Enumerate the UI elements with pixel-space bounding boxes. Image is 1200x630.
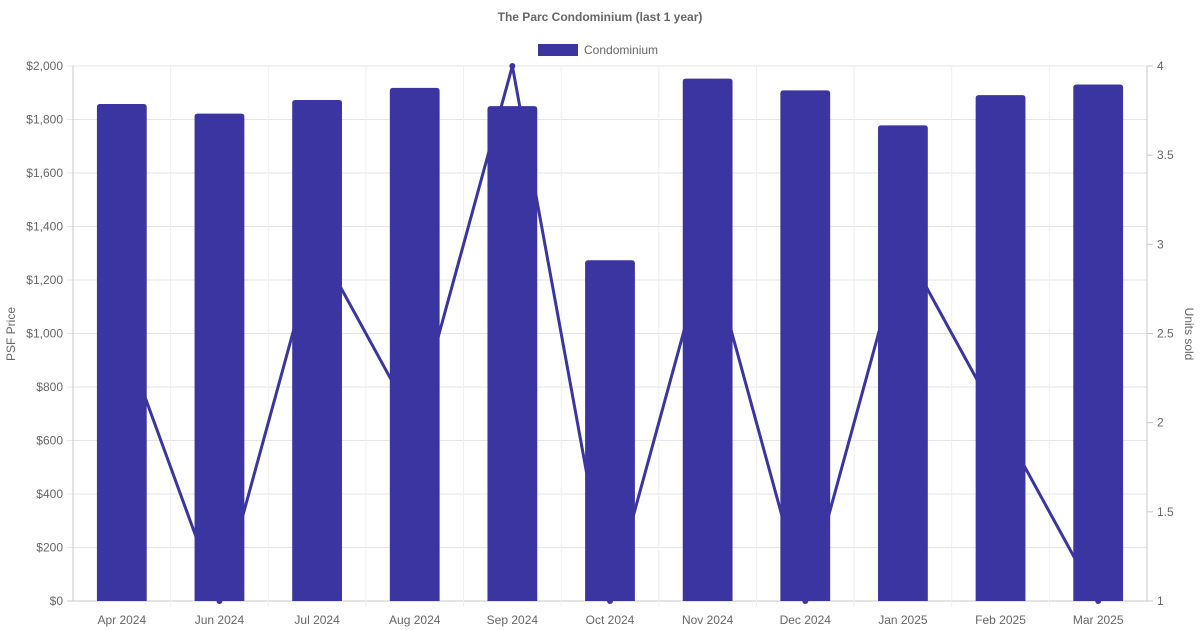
y-tick-label: $1,000 bbox=[26, 327, 63, 341]
y-tick-label: $1,400 bbox=[26, 220, 63, 234]
line-point bbox=[607, 598, 613, 604]
bar-series bbox=[96, 78, 1124, 602]
x-tick-label: Jul 2024 bbox=[294, 613, 340, 627]
legend-swatch-condominium bbox=[538, 44, 578, 56]
y2-tick-label: 4 bbox=[1157, 59, 1164, 73]
bar bbox=[585, 260, 635, 601]
x-tick-label: Mar 2025 bbox=[1073, 613, 1124, 627]
line-point bbox=[704, 241, 711, 248]
bar bbox=[487, 106, 538, 601]
x-tick-label: Feb 2025 bbox=[975, 613, 1026, 627]
line-point bbox=[997, 419, 1004, 426]
y-axis-title: PSF Price bbox=[4, 307, 18, 361]
x-axis-ticks: Apr 2024 Jun 2024 Jul 2024 Aug 2024 Sep 2024… bbox=[97, 613, 1123, 627]
y-tick-label: $2,000 bbox=[26, 59, 63, 73]
line-series bbox=[118, 63, 1102, 604]
x-tick-label: Sep 2024 bbox=[487, 613, 539, 627]
x-tick-label: Dec 2024 bbox=[780, 613, 832, 627]
y-tick-label: $0 bbox=[50, 594, 64, 608]
legend-label-condominium: Condominium bbox=[584, 43, 658, 57]
x-tick-label: Jun 2024 bbox=[195, 613, 245, 627]
x-tick-label: Nov 2024 bbox=[682, 613, 734, 627]
y-tick-label: $800 bbox=[36, 380, 63, 394]
y-tick-label: $200 bbox=[36, 541, 63, 555]
y-tick-label: $400 bbox=[36, 487, 63, 501]
x-tick-label: Jan 2025 bbox=[878, 613, 928, 627]
chart-title: The Parc Condominium (last 1 year) bbox=[498, 10, 703, 24]
line-point bbox=[118, 330, 125, 337]
bar bbox=[780, 90, 831, 601]
bar bbox=[975, 95, 1026, 601]
line-point bbox=[899, 241, 906, 248]
x-tick-label: Aug 2024 bbox=[389, 613, 441, 627]
bar bbox=[1073, 84, 1124, 601]
line-point bbox=[802, 598, 809, 604]
bar bbox=[682, 78, 733, 601]
y-tick-label: $1,200 bbox=[26, 273, 63, 287]
bar bbox=[194, 113, 245, 602]
y2-tick-label: 2.5 bbox=[1157, 327, 1174, 341]
y2-tick-label: 1.5 bbox=[1157, 505, 1174, 519]
y-tick-label: $1,800 bbox=[26, 113, 63, 127]
line-point bbox=[411, 419, 418, 426]
y2-axis-ticks: 1 1.5 2 2.5 3 3.5 4 bbox=[1147, 59, 1174, 608]
bar bbox=[96, 103, 147, 602]
y2-tick-label: 2 bbox=[1157, 416, 1164, 430]
y-tick-label: $600 bbox=[36, 434, 63, 448]
line-point bbox=[509, 63, 516, 69]
bar bbox=[878, 125, 928, 601]
bar bbox=[292, 99, 342, 601]
line-point bbox=[314, 241, 321, 248]
y2-tick-label: 1 bbox=[1157, 594, 1164, 608]
y2-tick-label: 3 bbox=[1157, 237, 1164, 251]
y-axis-ticks: $0 $200 $400 $600 $800 $1,000 $1,200 $1,400 $1,6… bbox=[26, 59, 63, 608]
y-tick-label: $1,600 bbox=[26, 166, 63, 180]
y2-axis-title: Units sold bbox=[1182, 308, 1196, 361]
x-tick-label: Apr 2024 bbox=[97, 613, 146, 627]
line-point bbox=[216, 598, 223, 604]
bar bbox=[389, 87, 440, 601]
y2-tick-label: 3.5 bbox=[1157, 148, 1174, 162]
x-tick-label: Oct 2024 bbox=[586, 613, 635, 627]
legend[interactable]: Condominium bbox=[538, 43, 658, 57]
line-point bbox=[1095, 598, 1102, 604]
